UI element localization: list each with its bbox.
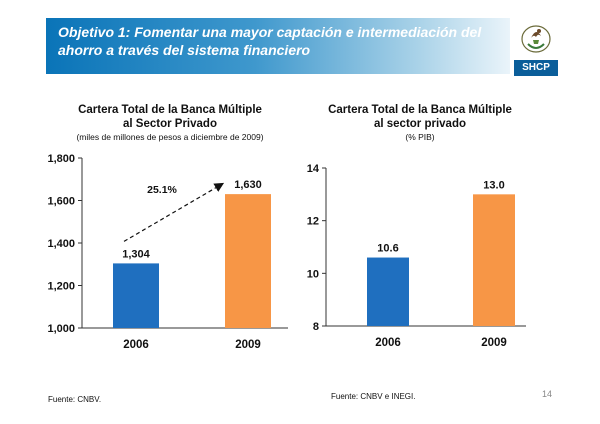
chart1-y-tick-label: 1,200 (47, 281, 75, 293)
chart2-svg: 8 10 12 14 10.6 2006 13.0 2009 (307, 163, 526, 349)
chart2-title: Cartera Total de la Banca Múltiple al se… (300, 103, 540, 131)
chart1-title-line1: Cartera Total de la Banca Múltiple (78, 104, 262, 116)
slide-title: Objetivo 1: Fomentar una mayor captación… (58, 24, 482, 58)
chart2-value-label-2006: 10.6 (377, 243, 398, 255)
chart1-value-label-2009: 1,630 (234, 179, 262, 191)
chart1-growth-arrow (123, 182, 225, 242)
chart1-svg: 1,000 1,200 1,400 1,600 1,800 1,304 2006 1,630 2… (47, 153, 288, 351)
chart1-growth-label: 25.1% (147, 184, 177, 196)
chart1-subtitle: (miles de millones de pesos a diciembre … (76, 132, 264, 142)
chart2-y-tick-label: 14 (307, 163, 320, 175)
chart1-y-tick-label: 1,000 (47, 323, 75, 335)
chart2-y-tick-label: 10 (307, 268, 319, 280)
chart1-title: Cartera Total de la Banca Múltiple al Se… (50, 103, 290, 131)
chart1-source: Fuente: CNBV. (48, 395, 102, 404)
chart1-title-line2: al Sector Privado (123, 118, 217, 130)
shcp-badge: SHCP (514, 60, 558, 76)
chart2-value-label-2009: 13.0 (483, 179, 504, 191)
chart2-bar-2006 (367, 257, 409, 326)
chart1-y-tick-label: 1,600 (47, 196, 75, 208)
chart1-x-tick-label-2006: 2006 (123, 339, 149, 351)
chart2-x-tick-label-2006: 2006 (375, 337, 401, 349)
chart2-x-tick-label-2009: 2009 (481, 337, 507, 349)
mexico-eagle-logo-icon (521, 25, 551, 53)
chart1-bar-2006 (113, 263, 159, 328)
chart1-y-tick-label: 1,800 (47, 153, 75, 165)
chart2-y-tick-label: 8 (313, 321, 319, 333)
chart2-bar-2009 (473, 194, 515, 326)
chart2-title-line2: al sector privado (373, 118, 467, 130)
chart1-x-tick-label-2009: 2009 (235, 339, 261, 351)
chart1-y-tick-label: 1,400 (47, 238, 75, 250)
slide-header: Objetivo 1: Fomentar una mayor captación… (46, 18, 510, 74)
chart2-y-tick-label: 12 (307, 216, 319, 228)
chart2-title-line1: Cartera Total de la Banca Múltiple (328, 104, 512, 116)
chart2-subtitle: (% PIB) (405, 132, 435, 142)
page-number: 14 (542, 389, 553, 399)
chart2-source: Fuente: CNBV e INEGI. (331, 392, 416, 401)
chart1-value-label-2006: 1,304 (122, 248, 150, 260)
chart1-bar-2009 (225, 194, 271, 328)
